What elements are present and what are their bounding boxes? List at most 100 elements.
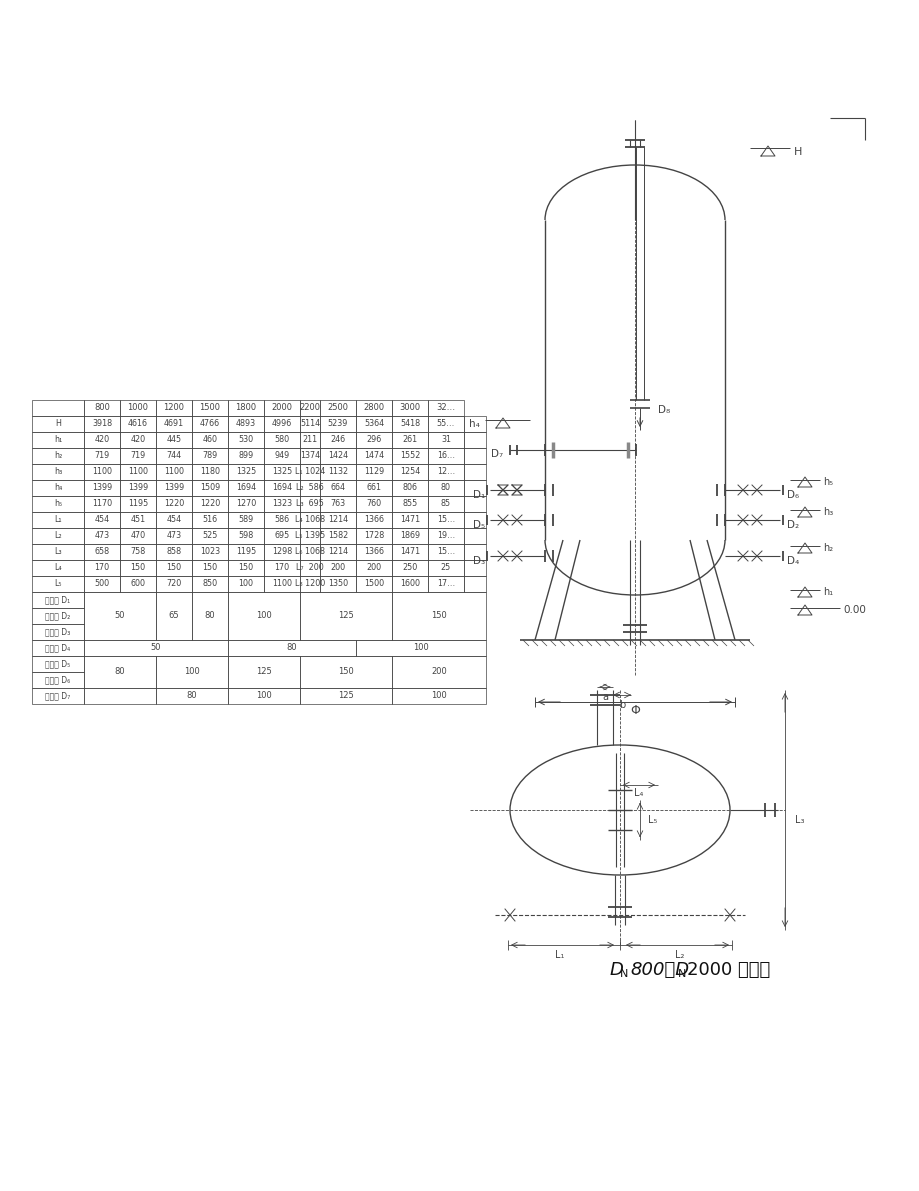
Text: 525: 525 [202, 531, 218, 541]
Text: N: N [619, 969, 628, 979]
Text: 100: 100 [255, 611, 272, 621]
Bar [264, 432, 300, 448]
Bar [228, 464, 264, 480]
Bar [264, 464, 300, 480]
Text: 500: 500 [95, 580, 109, 588]
Text: L₁: L₁ [54, 516, 62, 524]
Text: 454: 454 [166, 516, 181, 524]
Bar [320, 464, 356, 480]
Bar [156, 560, 192, 576]
Text: 1694: 1694 [272, 484, 291, 493]
Text: L₃: L₃ [794, 815, 803, 825]
Text: L₅: L₅ [647, 815, 656, 825]
Text: 473: 473 [166, 531, 181, 541]
Bar [119, 448, 156, 464]
Text: 4766: 4766 [199, 419, 220, 429]
Bar [320, 576, 356, 592]
Text: 12…: 12… [437, 468, 455, 476]
Bar [427, 512, 463, 528]
Text: 1170: 1170 [92, 499, 112, 509]
Bar [119, 512, 156, 528]
Text: 1254: 1254 [400, 468, 420, 476]
Text: 170: 170 [95, 563, 109, 573]
Bar [32, 448, 84, 464]
Text: 1600: 1600 [400, 580, 420, 588]
Bar [356, 480, 391, 495]
Text: 530: 530 [238, 436, 254, 444]
Text: 720: 720 [166, 580, 181, 588]
Bar [119, 495, 156, 512]
Bar [84, 480, 119, 495]
Text: 4893: 4893 [235, 419, 255, 429]
Text: 5239: 5239 [327, 419, 347, 429]
Bar [264, 416, 300, 432]
Text: 85: 85 [440, 499, 450, 509]
Text: 1100: 1100 [164, 468, 184, 476]
Bar [320, 416, 356, 432]
Text: 598: 598 [238, 531, 254, 541]
Text: D₁: D₁ [472, 490, 484, 500]
Text: 80: 80 [440, 484, 450, 493]
Text: 4616: 4616 [128, 419, 148, 429]
Bar [463, 544, 485, 560]
Bar [300, 495, 320, 512]
Text: 进水口 D₁: 进水口 D₁ [45, 596, 71, 605]
Bar [156, 432, 192, 448]
Text: 0.00: 0.00 [842, 605, 865, 615]
Text: 1424: 1424 [327, 451, 347, 461]
Text: 反进口 D₅: 反进口 D₅ [45, 660, 71, 668]
Text: 1100: 1100 [272, 580, 291, 588]
Bar [32, 576, 84, 592]
Text: 反排口 D₆: 反排口 D₆ [45, 675, 71, 685]
Bar [228, 528, 264, 544]
Bar [356, 448, 391, 464]
Text: H: H [55, 419, 61, 429]
Text: 695: 695 [274, 531, 289, 541]
Bar [119, 576, 156, 592]
Text: 100: 100 [413, 643, 428, 653]
Text: 1474: 1474 [364, 451, 383, 461]
Bar [228, 495, 264, 512]
Text: 5364: 5364 [364, 419, 383, 429]
Bar [32, 640, 84, 656]
Bar [192, 432, 228, 448]
Bar [463, 528, 485, 544]
Bar [463, 416, 485, 432]
Bar [156, 480, 192, 495]
Bar [463, 495, 485, 512]
Bar [32, 400, 84, 416]
Text: 125: 125 [338, 611, 354, 621]
Text: 661: 661 [366, 484, 381, 493]
Bar [192, 528, 228, 544]
Text: L₈ 1200: L₈ 1200 [295, 580, 324, 588]
Text: 261: 261 [402, 436, 417, 444]
Bar [427, 448, 463, 464]
Text: 1471: 1471 [400, 516, 420, 524]
Bar [391, 480, 427, 495]
Bar [300, 432, 320, 448]
Text: 150: 150 [338, 667, 354, 676]
Bar [264, 495, 300, 512]
Text: 1129: 1129 [364, 468, 384, 476]
Text: 445: 445 [166, 436, 181, 444]
Text: H: H [793, 146, 801, 157]
Text: 16…: 16… [437, 451, 455, 461]
Text: 800～D: 800～D [630, 961, 688, 979]
Bar [32, 544, 84, 560]
Bar [300, 464, 320, 480]
Text: D₇: D₇ [491, 449, 503, 459]
Text: 31: 31 [440, 436, 450, 444]
Text: 正排水 D₃: 正排水 D₃ [45, 628, 71, 636]
Text: 1214: 1214 [327, 548, 347, 556]
Bar [391, 448, 427, 464]
Text: 763: 763 [330, 499, 346, 509]
Bar [391, 576, 427, 592]
Bar [228, 544, 264, 560]
Text: 719: 719 [95, 451, 109, 461]
Text: h₁: h₁ [823, 587, 833, 597]
Bar [463, 464, 485, 480]
Text: 50: 50 [115, 611, 125, 621]
Text: D₂: D₂ [786, 520, 799, 530]
Text: 1195: 1195 [128, 499, 148, 509]
Bar [427, 544, 463, 560]
